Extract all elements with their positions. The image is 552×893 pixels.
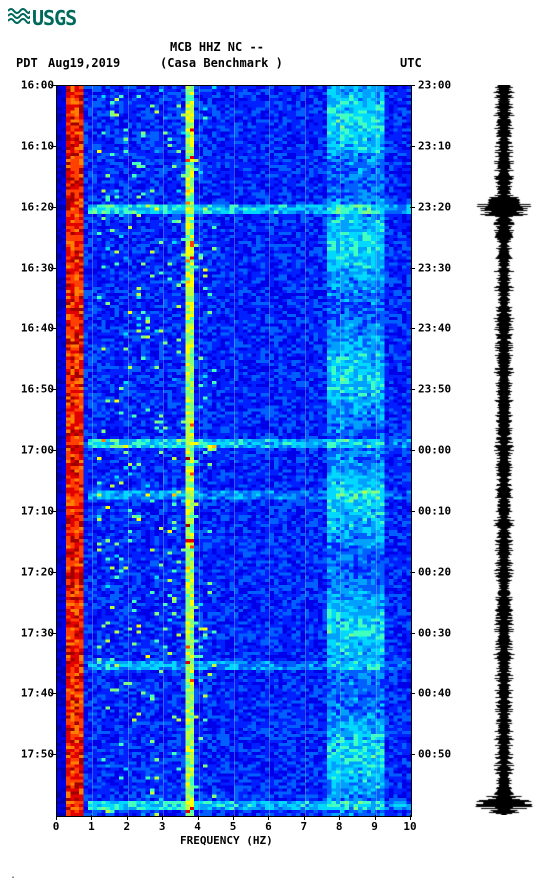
x-tick: 3	[159, 820, 166, 833]
x-tick: 7	[300, 820, 307, 833]
x-tick: 6	[265, 820, 272, 833]
x-tick: 5	[230, 820, 237, 833]
y-tick-left: 16:20	[4, 200, 54, 213]
y-tick-left: 16:10	[4, 139, 54, 152]
y-tick-left: 16:50	[4, 383, 54, 396]
x-tick: 10	[403, 820, 416, 833]
tick-mark	[410, 146, 415, 147]
y-tick-right: 00:30	[418, 626, 451, 639]
y-tick-right: 23:50	[418, 383, 451, 396]
tick-mark	[410, 85, 415, 86]
x-tick: 0	[53, 820, 60, 833]
tick-mark	[410, 511, 415, 512]
x-tick-mark	[56, 815, 57, 820]
station-title: MCB HHZ NC --	[170, 40, 264, 54]
x-tick: 1	[88, 820, 95, 833]
tick-mark	[51, 85, 56, 86]
tick-mark	[51, 693, 56, 694]
tick-mark	[410, 633, 415, 634]
tick-mark	[410, 572, 415, 573]
x-tick: 8	[336, 820, 343, 833]
x-tick: 4	[194, 820, 201, 833]
tick-mark	[410, 207, 415, 208]
y-tick-right: 23:40	[418, 322, 451, 335]
tick-mark	[410, 389, 415, 390]
y-tick-right: 23:10	[418, 139, 451, 152]
timezone-left: PDT	[16, 56, 38, 70]
usgs-logo-text: USGS	[32, 6, 76, 30]
y-tick-left: 17:20	[4, 565, 54, 578]
y-tick-left: 16:30	[4, 261, 54, 274]
y-tick-right: 00:20	[418, 565, 451, 578]
waveform-plot	[474, 85, 534, 815]
x-tick-mark	[339, 815, 340, 820]
tick-mark	[51, 389, 56, 390]
x-tick-mark	[410, 815, 411, 820]
tick-mark	[51, 450, 56, 451]
x-axis-label: FREQUENCY (HZ)	[180, 834, 273, 847]
y-tick-left: 17:00	[4, 444, 54, 457]
tick-mark	[51, 511, 56, 512]
tick-mark	[410, 450, 415, 451]
x-tick: 9	[371, 820, 378, 833]
tick-mark	[51, 268, 56, 269]
footer-mark: .	[10, 870, 16, 881]
x-tick-mark	[198, 815, 199, 820]
tick-mark	[51, 207, 56, 208]
spectrogram-canvas	[57, 86, 411, 816]
y-tick-right: 00:50	[418, 748, 451, 761]
tick-mark	[51, 572, 56, 573]
x-tick-mark	[162, 815, 163, 820]
y-tick-left: 16:40	[4, 322, 54, 335]
x-tick-mark	[91, 815, 92, 820]
y-tick-right: 00:10	[418, 504, 451, 517]
x-tick-mark	[375, 815, 376, 820]
y-tick-right: 23:20	[418, 200, 451, 213]
y-tick-left: 17:40	[4, 687, 54, 700]
spectrogram-plot	[56, 85, 412, 817]
date-label: Aug19,2019	[48, 56, 120, 70]
tick-mark	[51, 328, 56, 329]
y-tick-left: 16:00	[4, 79, 54, 92]
waveform-canvas	[474, 85, 534, 815]
x-tick-mark	[304, 815, 305, 820]
y-tick-right: 00:40	[418, 687, 451, 700]
x-tick: 2	[123, 820, 130, 833]
usgs-waves-icon	[8, 6, 30, 30]
y-tick-left: 17:30	[4, 626, 54, 639]
y-tick-right: 23:00	[418, 79, 451, 92]
station-subtitle: (Casa Benchmark )	[160, 56, 283, 70]
y-tick-right: 23:30	[418, 261, 451, 274]
tick-mark	[51, 146, 56, 147]
x-tick-mark	[127, 815, 128, 820]
tick-mark	[410, 268, 415, 269]
tick-mark	[410, 328, 415, 329]
tick-mark	[410, 754, 415, 755]
tick-mark	[410, 693, 415, 694]
tick-mark	[51, 633, 56, 634]
x-tick-mark	[268, 815, 269, 820]
y-tick-left: 17:10	[4, 504, 54, 517]
tick-mark	[51, 754, 56, 755]
timezone-right: UTC	[400, 56, 422, 70]
x-tick-mark	[233, 815, 234, 820]
y-tick-right: 00:00	[418, 444, 451, 457]
y-tick-left: 17:50	[4, 748, 54, 761]
usgs-logo: USGS	[8, 6, 76, 30]
